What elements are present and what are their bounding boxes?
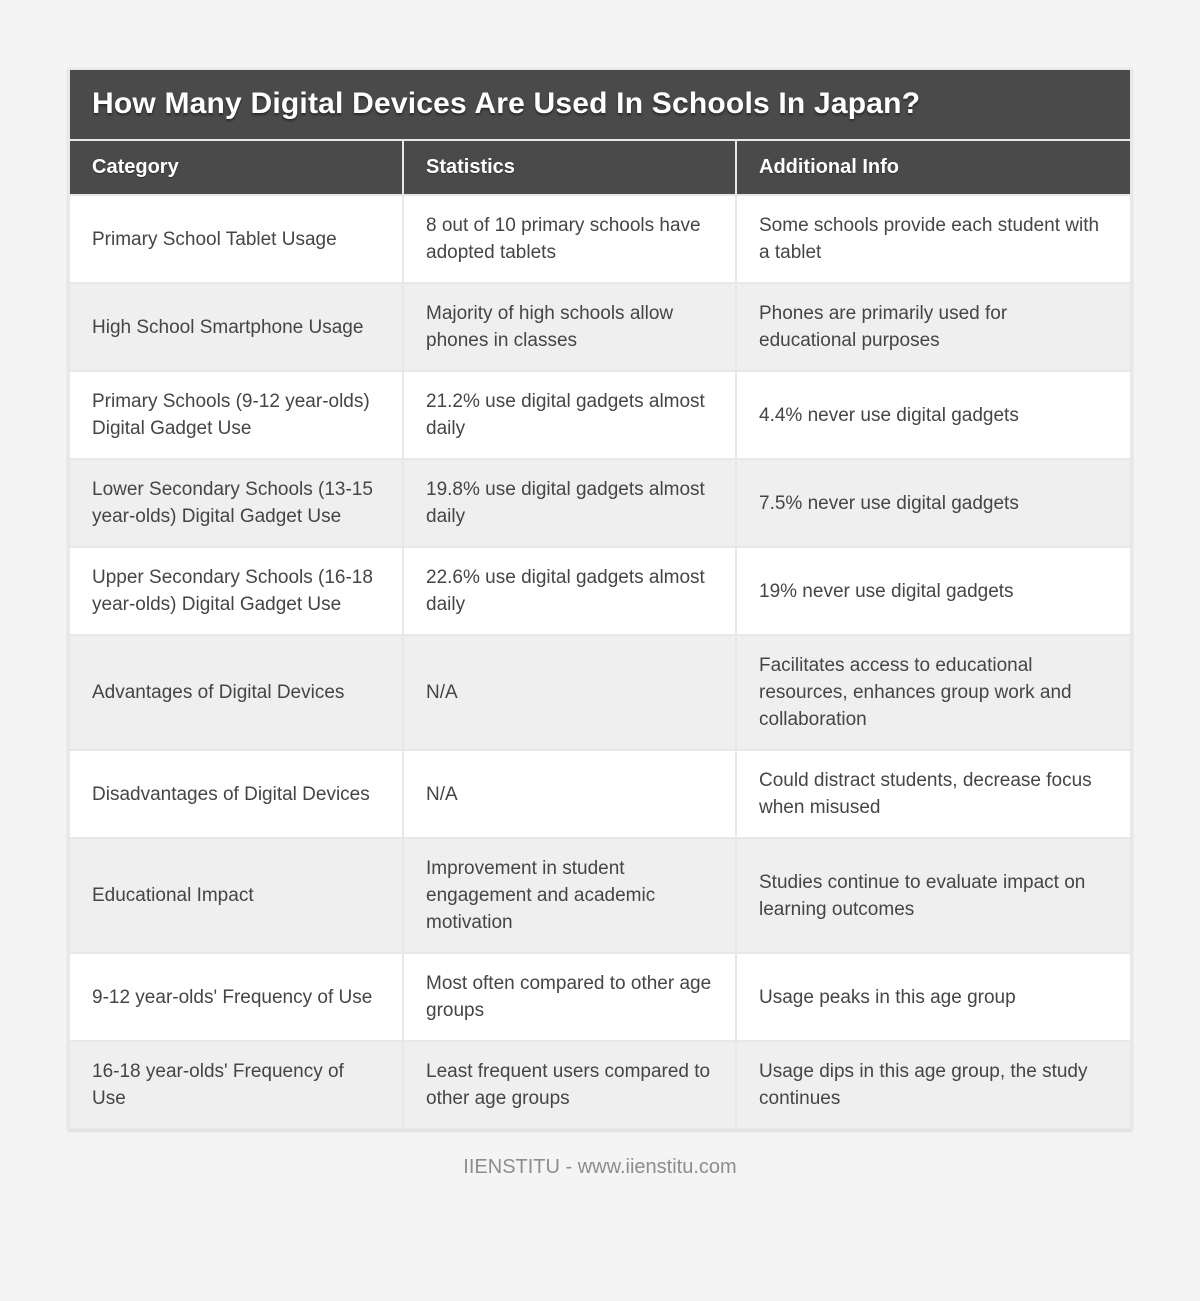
table-row: High School Smartphone Usage Majority of… <box>70 284 1131 370</box>
category-cell: Primary Schools (9-12 year-olds) Digital… <box>70 372 402 458</box>
table-head: How Many Digital Devices Are Used In Sch… <box>70 70 1131 194</box>
statistics-cell: N/A <box>404 751 735 837</box>
table-row: Lower Secondary Schools (13-15 year-olds… <box>70 460 1131 546</box>
table-row: Primary School Tablet Usage 8 out of 10 … <box>70 196 1131 282</box>
statistics-cell: Improvement in student engagement and ac… <box>404 839 735 952</box>
table-row: Upper Secondary Schools (16-18 year-olds… <box>70 548 1131 634</box>
column-header-statistics: Statistics <box>404 141 735 194</box>
additional-info-cell: Could distract students, decrease focus … <box>737 751 1131 837</box>
category-cell: 9-12 year-olds' Frequency of Use <box>70 954 402 1040</box>
statistics-cell: 19.8% use digital gadgets almost daily <box>404 460 735 546</box>
category-cell: Advantages of Digital Devices <box>70 636 402 749</box>
additional-info-cell: Phones are primarily used for educationa… <box>737 284 1131 370</box>
table-row: Advantages of Digital Devices N/A Facili… <box>70 636 1131 749</box>
additional-info-cell: 19% never use digital gadgets <box>737 548 1131 634</box>
additional-info-cell: Facilitates access to educational resour… <box>737 636 1131 749</box>
category-cell: 16-18 year-olds' Frequency of Use <box>70 1042 402 1128</box>
category-cell: Disadvantages of Digital Devices <box>70 751 402 837</box>
column-header-category: Category <box>70 141 402 194</box>
additional-info-cell: Usage dips in this age group, the study … <box>737 1042 1131 1128</box>
additional-info-cell: Some schools provide each student with a… <box>737 196 1131 282</box>
category-cell: Educational Impact <box>70 839 402 952</box>
statistics-cell: Least frequent users compared to other a… <box>404 1042 735 1128</box>
column-header-additional-info: Additional Info <box>737 141 1131 194</box>
table-row: 16-18 year-olds' Frequency of Use Least … <box>70 1042 1131 1128</box>
table-row: 9-12 year-olds' Frequency of Use Most of… <box>70 954 1131 1040</box>
category-cell: Upper Secondary Schools (16-18 year-olds… <box>70 548 402 634</box>
additional-info-cell: Usage peaks in this age group <box>737 954 1131 1040</box>
additional-info-cell: Studies continue to evaluate impact on l… <box>737 839 1131 952</box>
statistics-cell: 22.6% use digital gadgets almost daily <box>404 548 735 634</box>
source-caption: IIENSTITU - www.iienstitu.com <box>463 1156 737 1178</box>
category-cell: Lower Secondary Schools (13-15 year-olds… <box>70 460 402 546</box>
category-cell: Primary School Tablet Usage <box>70 196 402 282</box>
devices-in-japan-table: How Many Digital Devices Are Used In Sch… <box>68 68 1133 1130</box>
column-header-row: Category Statistics Additional Info <box>70 141 1131 194</box>
table-row: Educational Impact Improvement in studen… <box>70 839 1131 952</box>
statistics-cell: 8 out of 10 primary schools have adopted… <box>404 196 735 282</box>
table-row: Primary Schools (9-12 year-olds) Digital… <box>70 372 1131 458</box>
additional-info-cell: 4.4% never use digital gadgets <box>737 372 1131 458</box>
statistics-cell: Majority of high schools allow phones in… <box>404 284 735 370</box>
table-body: Primary School Tablet Usage 8 out of 10 … <box>70 196 1131 1128</box>
statistics-cell: Most often compared to other age groups <box>404 954 735 1040</box>
statistics-cell: 21.2% use digital gadgets almost daily <box>404 372 735 458</box>
table-title: How Many Digital Devices Are Used In Sch… <box>70 70 1131 139</box>
table-row: Disadvantages of Digital Devices N/A Cou… <box>70 751 1131 837</box>
title-row: How Many Digital Devices Are Used In Sch… <box>70 70 1131 139</box>
statistics-cell: N/A <box>404 636 735 749</box>
category-cell: High School Smartphone Usage <box>70 284 402 370</box>
additional-info-cell: 7.5% never use digital gadgets <box>737 460 1131 546</box>
